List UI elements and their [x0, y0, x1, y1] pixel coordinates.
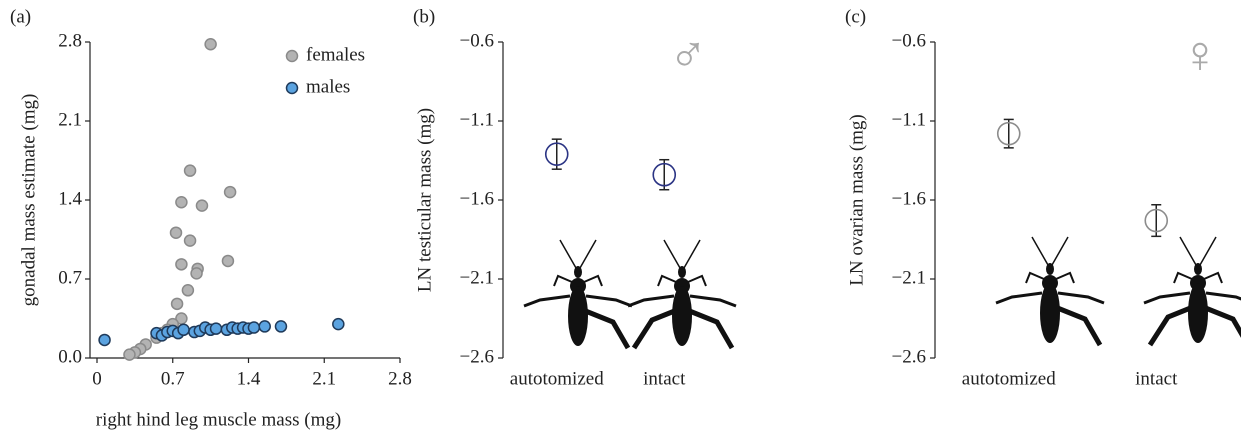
beetle-icon: [996, 237, 1104, 345]
annotation: ♂: [669, 27, 708, 84]
y-tick-label: −1.6: [460, 188, 494, 209]
y-tick-label: −2.6: [460, 346, 494, 367]
y-tick-label: −0.6: [892, 30, 926, 51]
x-tick-label: 0.7: [161, 368, 185, 389]
x-tick-label: 0: [92, 368, 102, 389]
y-tick-label: 2.8: [58, 30, 82, 51]
point: [223, 185, 237, 199]
y-tick-label: −2.6: [892, 346, 926, 367]
y-tick-label: −2.1: [892, 267, 926, 288]
point: [258, 320, 271, 333]
panel-label: (b): [413, 6, 435, 27]
point: [177, 323, 190, 337]
y-axis-label: LN testicular mass (mg): [414, 108, 435, 292]
legend-label: females: [306, 44, 365, 65]
beetle-icon: [524, 240, 632, 348]
legend-label: males: [306, 76, 350, 97]
point: [169, 226, 183, 239]
y-axis-label: gonadal mass estimate (mg): [18, 94, 39, 307]
point: [190, 267, 203, 280]
point: [181, 284, 195, 297]
x-tick-label: 2.8: [388, 368, 412, 389]
x-tick-label: intact: [1135, 368, 1178, 389]
point: [183, 234, 197, 247]
x-tick-label: intact: [643, 368, 686, 389]
point: [175, 258, 188, 271]
x-tick-label: autotomized: [510, 368, 604, 389]
x-tick-label: 2.1: [312, 368, 336, 389]
point: [175, 196, 188, 209]
legend-marker: [285, 81, 299, 95]
point: [209, 322, 223, 335]
point: [1144, 208, 1169, 233]
y-tick-label: −1.6: [892, 188, 926, 209]
x-tick-label: autotomized: [962, 368, 1056, 389]
point: [247, 321, 261, 334]
y-tick-label: −1.1: [460, 109, 494, 130]
beetle-icon: [1144, 237, 1241, 345]
y-axis-label: LN ovarian mass (mg): [846, 114, 867, 285]
point: [221, 254, 235, 268]
point: [652, 162, 677, 187]
x-axis-label: right hind leg muscle mass (mg): [96, 409, 341, 430]
point: [170, 297, 184, 311]
beetle-icon: [628, 240, 736, 348]
y-tick-label: −0.6: [460, 30, 494, 51]
panel-label: (a): [10, 6, 31, 27]
x-tick-label: 1.4: [237, 368, 261, 389]
y-tick-label: 0.7: [58, 267, 82, 288]
annotation: ♀: [1181, 27, 1220, 84]
y-tick-label: 0.0: [58, 346, 82, 367]
point: [98, 333, 111, 347]
y-tick-label: −1.1: [892, 109, 926, 130]
y-tick-label: 1.4: [58, 188, 82, 209]
point: [996, 121, 1021, 146]
point: [123, 348, 136, 361]
legend-marker: [285, 49, 299, 63]
point: [274, 320, 288, 333]
point: [183, 164, 197, 177]
point: [204, 38, 217, 51]
y-tick-label: −2.1: [460, 267, 494, 288]
point: [332, 317, 345, 331]
y-tick-label: 2.1: [58, 109, 82, 130]
point: [544, 142, 569, 166]
point: [195, 199, 209, 212]
panel-label: (c): [845, 6, 866, 27]
